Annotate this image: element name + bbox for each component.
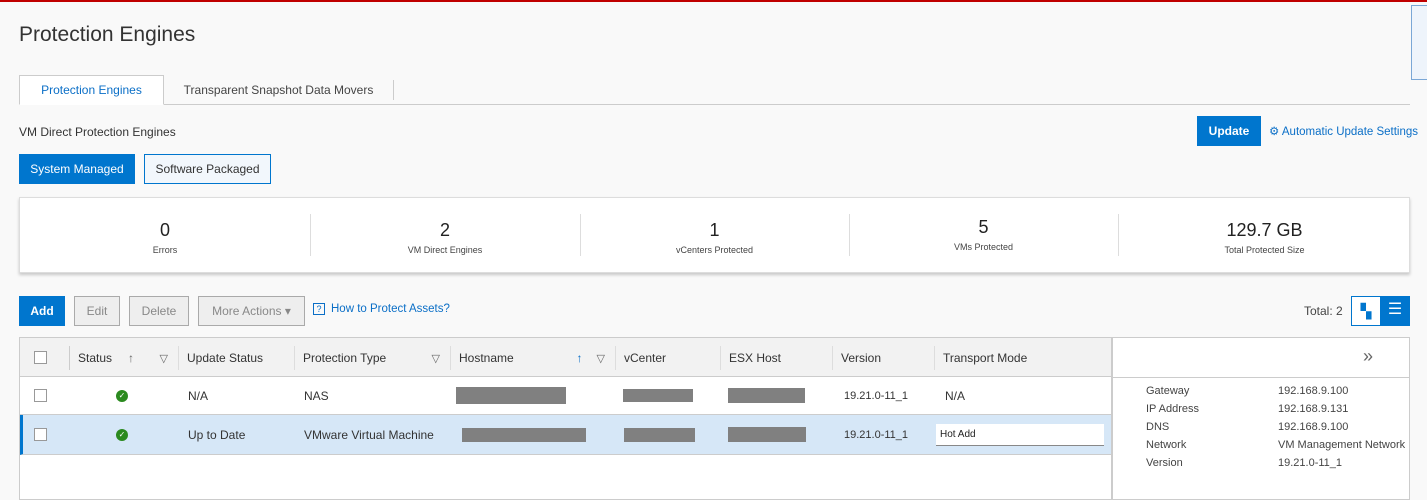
stat-errors: 0 Errors <box>152 220 178 255</box>
help-icon: ? <box>313 303 325 315</box>
detail-value: 192.168.9.100 <box>1278 385 1349 397</box>
detail-key: Version <box>1146 457 1183 469</box>
list-view-icon: ☰ <box>1387 301 1403 318</box>
version: 19.21.0-11_1 <box>844 389 909 402</box>
tree-view-icon: ▚ <box>1360 303 1372 319</box>
stat-total-protected-size: 129.7 GB Total Protected Size <box>1224 220 1305 255</box>
software-packaged-button[interactable]: Software Packaged <box>144 154 271 184</box>
tab-bar: Protection Engines Transparent Snapshot … <box>19 75 1410 105</box>
table-row-selected[interactable]: ✓ Up to Date VMware Virtual Machine 19.2… <box>20 415 1111 455</box>
sort-up-icon[interactable]: ↑ <box>128 351 135 365</box>
list-view-button[interactable]: ☰ <box>1380 296 1410 326</box>
filter-icon[interactable]: ▽ <box>431 352 440 365</box>
table-header: Status ↑ ▽ Update Status Protection Type ▽ … <box>20 338 1111 377</box>
redacted-esx-host <box>728 388 805 403</box>
tree-view-button[interactable]: ▚ <box>1351 296 1381 326</box>
redacted-vcenter <box>624 427 695 442</box>
tab-protection-engines[interactable]: Protection Engines <box>19 75 164 105</box>
total-count: Total: 2 <box>1304 304 1343 318</box>
system-managed-button[interactable]: System Managed <box>19 154 135 184</box>
summary-stats: 0 Errors 2 VM Direct Engines 1 vCenters Pro… <box>19 197 1410 273</box>
details-panel: » Gateway 192.168.9.100 IP Address 192.1… <box>1112 337 1410 500</box>
redacted-hostname <box>462 427 586 442</box>
column-protection-type[interactable]: Protection Type ▽ <box>294 346 450 370</box>
select-all-checkbox[interactable] <box>34 350 47 364</box>
column-transport-mode[interactable]: Transport Mode <box>934 346 1112 370</box>
row-checkbox[interactable] <box>34 389 47 402</box>
tab-transparent-snapshot-data-movers[interactable]: Transparent Snapshot Data Movers <box>164 80 394 100</box>
more-actions-button[interactable]: More Actions ▾ <box>198 296 305 326</box>
sort-up-icon[interactable]: ↑ <box>576 351 583 365</box>
column-vcenter[interactable]: vCenter <box>615 346 720 370</box>
status-ok-icon: ✓ <box>116 428 128 441</box>
detail-key: Network <box>1146 439 1187 451</box>
update-status: N/A <box>188 388 209 403</box>
redacted-vcenter <box>623 389 693 402</box>
update-status: Up to Date <box>188 427 246 442</box>
transport-mode-field[interactable]: Hot Add <box>936 423 1104 446</box>
stat-vms-protected: 5 VMs Protected <box>953 217 1014 252</box>
filter-icon[interactable]: ▽ <box>596 352 605 365</box>
edit-button[interactable]: Edit <box>74 296 120 326</box>
column-status[interactable]: Status ↑ ▽ <box>69 346 178 370</box>
detail-value: VM Management Network <box>1278 439 1406 451</box>
how-to-protect-assets-link[interactable]: ? How to Protect Assets? <box>313 303 450 315</box>
update-button[interactable]: Update <box>1197 116 1261 146</box>
collapse-panel-icon[interactable]: » <box>1363 346 1374 366</box>
protection-type: VMware Virtual Machine <box>304 427 434 442</box>
top-accent-line <box>0 0 1427 2</box>
transport-mode: N/A <box>945 388 966 403</box>
add-button[interactable]: Add <box>19 296 65 326</box>
protection-type: NAS <box>304 388 329 403</box>
detail-key: Gateway <box>1146 385 1190 397</box>
status-ok-icon: ✓ <box>116 389 128 402</box>
filter-icon[interactable]: ▽ <box>159 352 168 365</box>
table-row[interactable]: ✓ N/A NAS 19.21.0-11_1 N/A <box>20 377 1111 415</box>
column-esx-host[interactable]: ESX Host <box>720 346 832 370</box>
caret-down-icon: ▾ <box>284 304 291 318</box>
section-title: VM Direct Protection Engines <box>19 125 176 139</box>
engines-table: Status ↑ ▽ Update Status Protection Type ▽ … <box>19 337 1112 500</box>
redacted-hostname <box>456 387 566 404</box>
row-checkbox[interactable] <box>34 428 47 441</box>
gear-icon: ⚙ <box>1269 126 1280 138</box>
automatic-update-settings-link[interactable]: ⚙ Automatic Update Settings <box>1269 126 1419 138</box>
delete-button[interactable]: Delete <box>129 296 189 326</box>
column-version[interactable]: Version <box>832 346 934 370</box>
detail-value: 19.21.0-11_1 <box>1278 457 1343 469</box>
version: 19.21.0-11_1 <box>844 428 909 441</box>
column-hostname[interactable]: Hostname ↑ ▽ <box>450 346 615 370</box>
redacted-esx-host <box>728 427 806 442</box>
feedback-tab[interactable] <box>1411 5 1427 80</box>
stat-vcenters-protected: 1 vCenters Protected <box>675 220 754 255</box>
column-update-status[interactable]: Update Status <box>178 346 294 370</box>
detail-key: DNS <box>1146 421 1170 433</box>
detail-value: 192.168.9.100 <box>1278 421 1349 433</box>
detail-key: IP Address <box>1146 403 1199 415</box>
page-title: Protection Engines <box>19 23 196 46</box>
stat-vm-direct-engines: 2 VM Direct Engines <box>407 220 483 255</box>
detail-value: 192.168.9.131 <box>1278 403 1349 415</box>
